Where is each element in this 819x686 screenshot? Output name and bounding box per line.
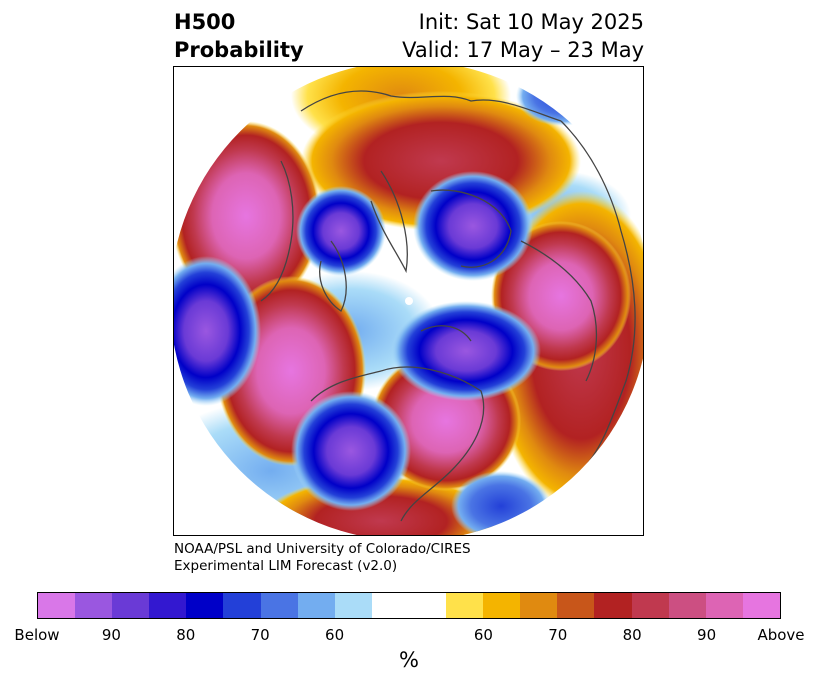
title-right: Init: Sat 10 May 2025 Valid: 17 May – 23… [402, 8, 644, 64]
colorbar-segment [446, 593, 484, 618]
colorbar-segment [742, 593, 780, 618]
colorbar-tick-label: 90 [101, 626, 121, 644]
colorbar-tick-label: 70 [548, 626, 568, 644]
colorbar-tick-label: 60 [325, 626, 345, 644]
map-canvas [174, 67, 643, 535]
title-variable: H500 [174, 10, 236, 34]
credit-text: NOAA/PSL and University of Colorado/CIRE… [174, 541, 471, 575]
colorbar-segment [223, 593, 261, 618]
colorbar-segment [75, 593, 113, 618]
colorbar-segment [112, 593, 150, 618]
colorbar [37, 592, 781, 619]
colorbar-segment [334, 593, 372, 618]
credit-line-1: NOAA/PSL and University of Colorado/CIRE… [174, 541, 471, 557]
colorbar-segment [668, 593, 706, 618]
colorbar-tick-label: Below [14, 626, 60, 644]
colorbar-segment [520, 593, 558, 618]
colorbar-segment [38, 593, 76, 618]
colorbar-unit: % [399, 648, 419, 672]
colorbar-segment [705, 593, 743, 618]
probability-map [173, 66, 644, 536]
colorbar-tick-label: 90 [697, 626, 717, 644]
credit-line-2: Experimental LIM Forecast (v2.0) [174, 558, 398, 574]
colorbar-segment [594, 593, 632, 618]
colorbar-tick-label: Above [757, 626, 805, 644]
colorbar-segment [631, 593, 669, 618]
colorbar-tick-label: 70 [250, 626, 270, 644]
anomaly-field [174, 67, 643, 535]
valid-range: Valid: 17 May – 23 May [402, 38, 644, 62]
colorbar-segment [297, 593, 335, 618]
colorbar-segment [260, 593, 298, 618]
init-date: Init: Sat 10 May 2025 [418, 10, 644, 34]
title-quantity: Probability [174, 38, 304, 62]
colorbar-tick-label: 80 [622, 626, 642, 644]
colorbar-segment [557, 593, 595, 618]
coastlines [260, 90, 636, 522]
title-left: H500 Probability [174, 8, 304, 64]
colorbar-segment [371, 593, 447, 618]
colorbar-segment [483, 593, 521, 618]
colorbar-segment [186, 593, 224, 618]
colorbar-segment [149, 593, 187, 618]
colorbar-tick-label: 80 [176, 626, 196, 644]
colorbar-tick-label: 60 [473, 626, 493, 644]
